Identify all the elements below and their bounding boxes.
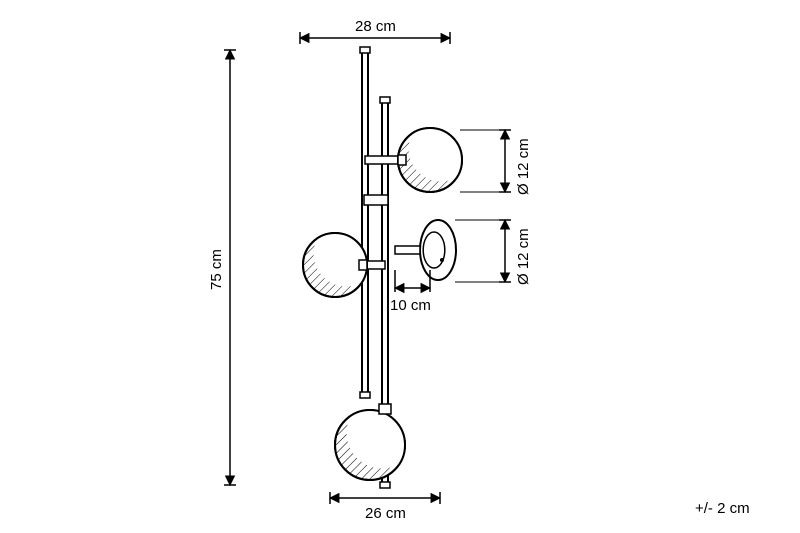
label-globe-diameter: Ø 12 cm: [515, 138, 532, 195]
label-arm-depth: 10 cm: [390, 297, 431, 314]
label-top-width: 28 cm: [355, 18, 396, 35]
label-tolerance: +/- 2 cm: [695, 500, 750, 517]
label-total-height: 75 cm: [208, 249, 225, 290]
mount-plate: [395, 220, 456, 280]
diagram-canvas: { "canvas": { "width": 800, "height": 53…: [0, 0, 800, 533]
diagram-svg: [0, 0, 800, 533]
label-plate-diameter: Ø 12 cm: [515, 228, 532, 285]
label-bottom-width: 26 cm: [365, 505, 406, 522]
